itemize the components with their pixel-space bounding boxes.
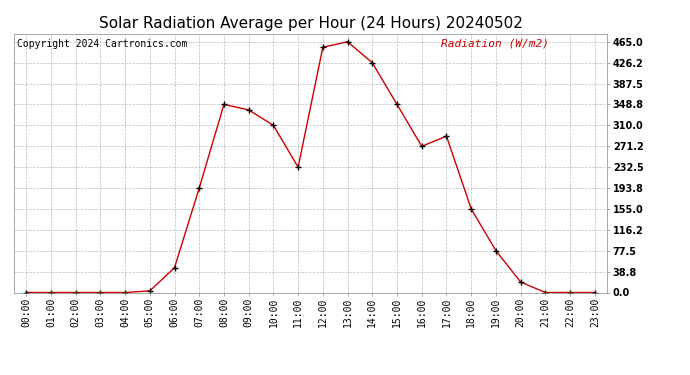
Text: Radiation (W/m2): Radiation (W/m2) <box>441 39 549 49</box>
Title: Solar Radiation Average per Hour (24 Hours) 20240502: Solar Radiation Average per Hour (24 Hou… <box>99 16 522 31</box>
Text: Copyright 2024 Cartronics.com: Copyright 2024 Cartronics.com <box>17 39 187 49</box>
